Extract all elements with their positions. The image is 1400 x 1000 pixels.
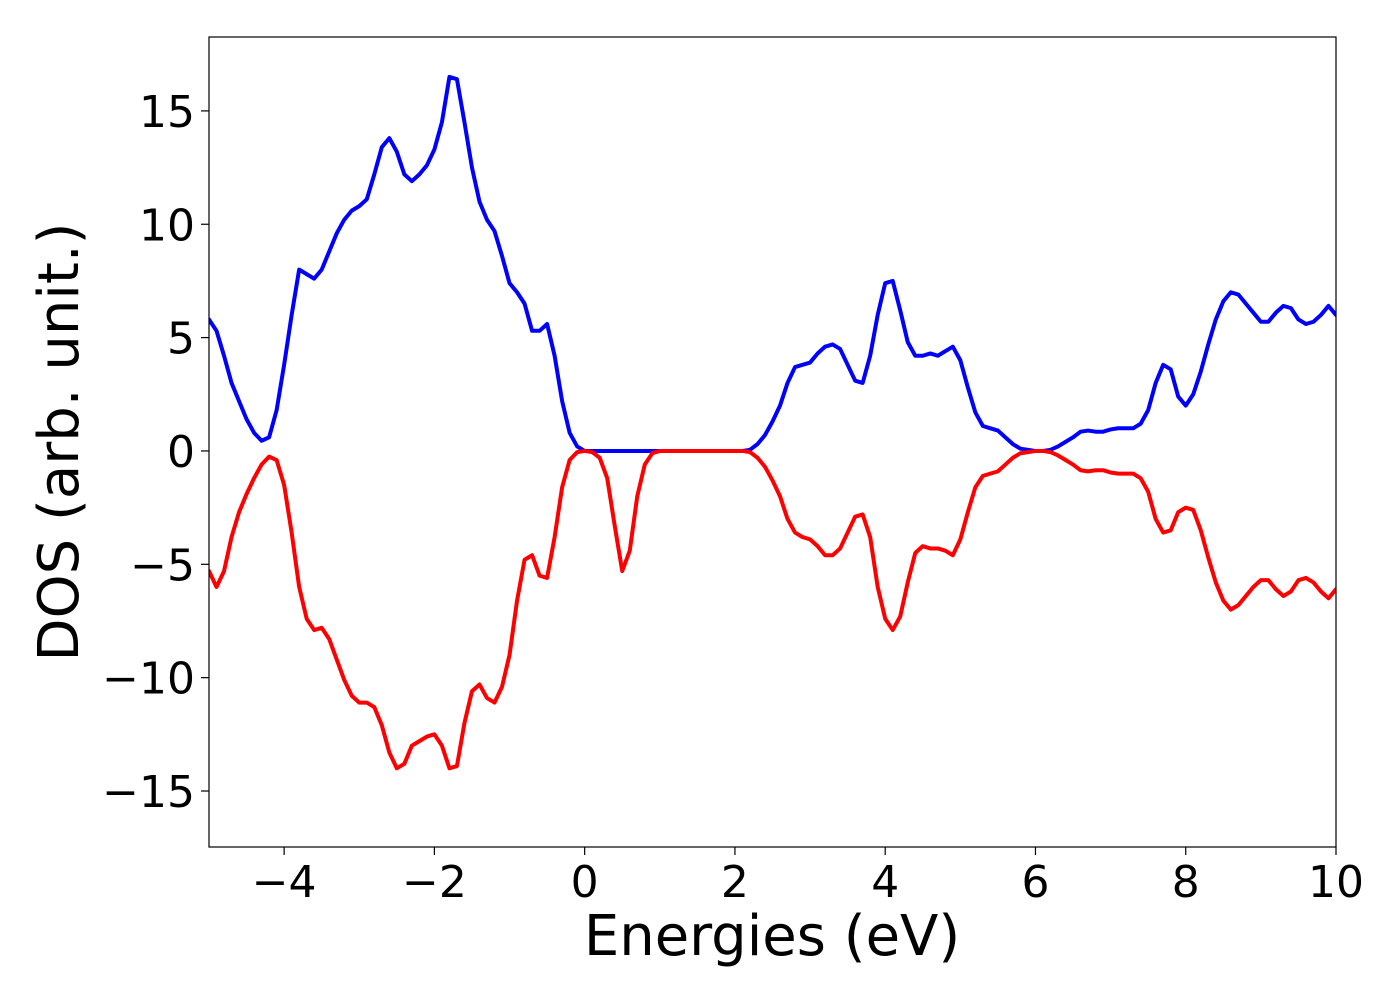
y-tick-label: 10: [139, 200, 195, 251]
x-tick-label: −4: [252, 857, 317, 908]
x-tick-label: 8: [1172, 857, 1200, 908]
y-tick-label: −10: [102, 654, 195, 705]
x-tick-label: 6: [1021, 857, 1049, 908]
plot-frame: [208, 36, 1337, 848]
y-tick-label: 0: [167, 427, 195, 478]
x-tick-label: 0: [571, 857, 599, 908]
y-axis-label: DOS (arb. unit.): [27, 222, 92, 661]
y-tick-label: −5: [130, 540, 195, 591]
dos-line: [209, 74, 1336, 453]
x-tick-label: 4: [871, 857, 899, 908]
x-tick-label: 10: [1308, 857, 1364, 908]
dos-line: [209, 448, 1336, 771]
x-axis-label: Energies (eV): [584, 904, 960, 969]
x-tick-label: 2: [721, 857, 749, 908]
y-tick-label: −15: [102, 767, 195, 818]
y-tick-label: 15: [139, 87, 195, 138]
plot-area: [209, 74, 1336, 771]
x-tick-label: −2: [402, 857, 467, 908]
y-tick-label: 5: [167, 314, 195, 365]
